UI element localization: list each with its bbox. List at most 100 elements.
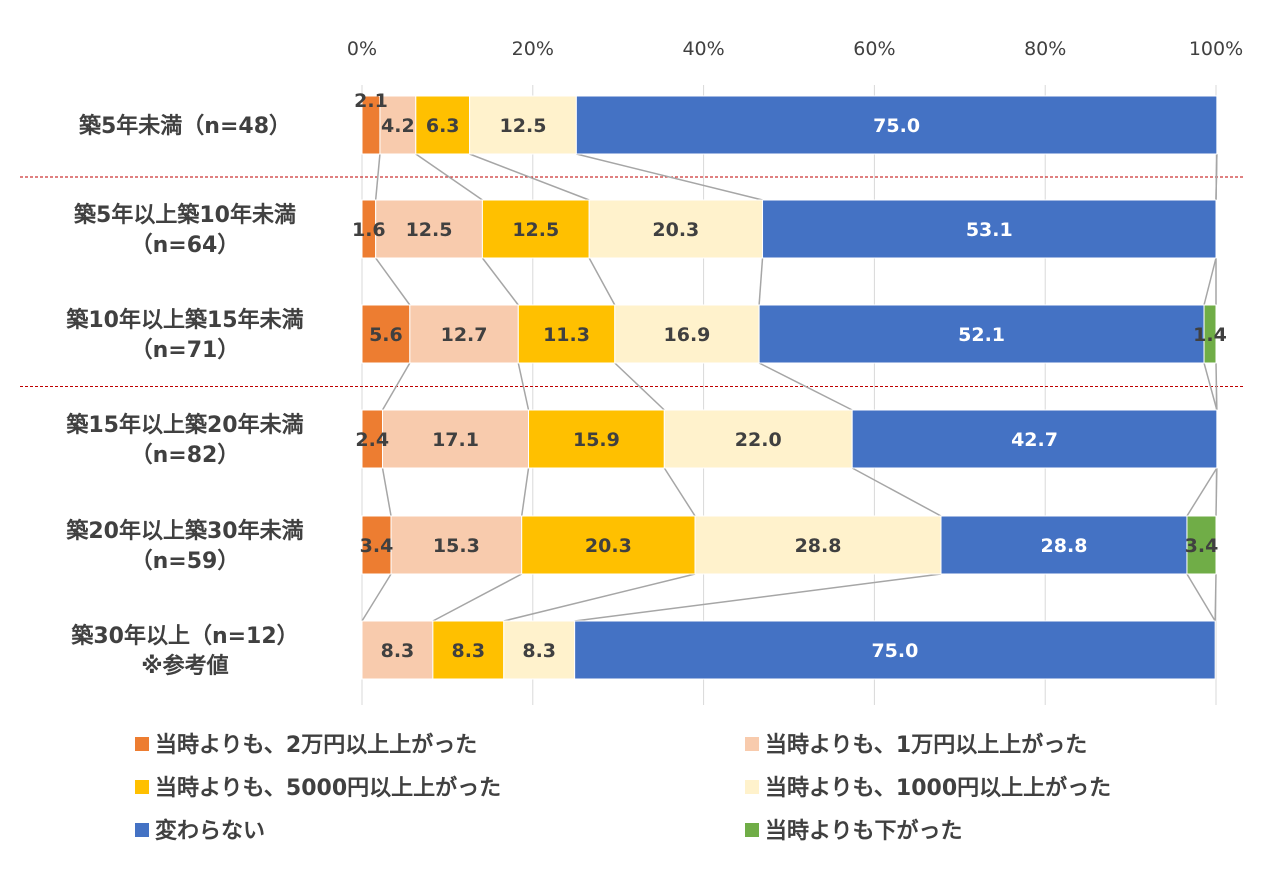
series-line: [758, 257, 764, 306]
bar-segment: [361, 304, 411, 364]
series-line: [1203, 257, 1217, 306]
series-line: [1214, 573, 1217, 622]
data-label: 15.3: [433, 535, 480, 557]
x-tick-label: 0%: [347, 38, 377, 60]
series-line: [614, 362, 665, 411]
data-label: 8.3: [451, 640, 485, 662]
series-line: [1186, 467, 1218, 517]
bar-segment: [517, 304, 616, 364]
series-line: [851, 467, 942, 517]
separator-lines: [20, 176, 1245, 387]
data-label: 15.9: [573, 429, 620, 451]
bar-segment: [361, 515, 392, 575]
category-label: 築30年以上（n=12）: [70, 623, 298, 649]
data-label: 12.5: [500, 115, 547, 137]
bar-segment: [361, 620, 434, 680]
legend-swatch: [135, 780, 149, 794]
legend-label: 当時よりも、1万円以上上がった: [765, 732, 1087, 758]
data-label: 53.1: [966, 219, 1013, 241]
data-label: 52.1: [958, 324, 1005, 346]
bar-segment: [940, 515, 1188, 575]
data-label: 3.4: [360, 535, 394, 557]
data-label: 11.3: [543, 324, 590, 346]
series-line: [576, 153, 763, 201]
x-tick-label: 40%: [682, 38, 724, 60]
series-line: [432, 573, 523, 622]
gridlines: [361, 85, 1217, 705]
legend-label: 当時よりも、5000円以上上がった: [155, 775, 501, 801]
data-label: 28.8: [1041, 535, 1088, 557]
bar-segment: [1186, 515, 1217, 575]
bar-segment: [614, 304, 760, 364]
category-label: 築10年以上築15年未満: [65, 307, 303, 333]
category-label: 築5年未満（n=48）: [78, 113, 291, 139]
legend-swatch: [135, 823, 149, 837]
data-label: 22.0: [735, 429, 782, 451]
data-label: 3.4: [1185, 535, 1219, 557]
category-labels: 築5年未満（n=48） 築5年以上築10年未満 （n=64） 築10年以上築15年未満…: [65, 113, 303, 679]
data-label: 12.7: [441, 324, 488, 346]
data-label: 2.1: [354, 90, 388, 112]
category-label: （n=64）: [131, 233, 240, 258]
data-label: 12.5: [406, 219, 453, 241]
bar-segment: [694, 515, 942, 575]
data-label: 20.3: [585, 535, 632, 557]
bar-segment: [409, 304, 519, 364]
data-label: 8.3: [381, 640, 415, 662]
series-line: [1186, 573, 1216, 622]
series-line: [663, 467, 696, 517]
legend-label: 当時よりも下がった: [765, 818, 963, 844]
legend-label: 当時よりも、1000円以上上がった: [765, 775, 1111, 801]
legend-swatch: [745, 823, 759, 837]
data-label: 16.9: [664, 324, 711, 346]
series-line: [588, 257, 616, 306]
category-label: （n=59）: [131, 549, 240, 574]
bar-segment: [469, 95, 577, 155]
legend-swatch: [135, 737, 149, 751]
series-line: [1215, 153, 1218, 201]
bar-segment: [415, 95, 471, 155]
category-label: 築20年以上築30年未満: [65, 518, 303, 544]
bar-segment: [574, 620, 1216, 680]
legend-label: 変わらない: [155, 818, 265, 844]
bar-segment: [758, 304, 1205, 364]
category-label: 築5年以上築10年未満: [73, 202, 296, 228]
series-line: [469, 153, 590, 201]
x-tick-label: 60%: [853, 38, 895, 60]
bar-segment: [663, 409, 853, 469]
data-label: 17.1: [432, 429, 479, 451]
series-line: [381, 467, 392, 517]
bar-segment: [851, 409, 1218, 469]
bar-segment: [390, 515, 523, 575]
series-line: [1215, 362, 1218, 411]
series-line: [503, 573, 696, 622]
series-connector-lines: [361, 153, 1218, 622]
series-line: [520, 467, 530, 517]
data-label: 4.2: [381, 115, 415, 137]
data-label: 1.6: [352, 219, 386, 241]
bar-segment: [379, 95, 417, 155]
bar-segment: [481, 199, 590, 259]
bar-segment: [528, 409, 665, 469]
x-axis-ticks: 0% 20% 40% 60% 80% 100%: [347, 38, 1243, 60]
data-label: 20.3: [652, 219, 699, 241]
series-line: [1215, 467, 1218, 517]
data-label: 75.0: [873, 115, 920, 137]
series-line: [415, 153, 483, 201]
data-label: 6.3: [426, 115, 460, 137]
series-line: [758, 362, 853, 411]
series-line: [574, 573, 942, 622]
category-label: 築15年以上築20年未満: [65, 412, 303, 438]
series-line: [1203, 362, 1218, 411]
bar-segment: [432, 620, 505, 680]
series-line: [374, 153, 381, 201]
data-label: 2.4: [355, 429, 389, 451]
series-line: [517, 362, 530, 411]
bar-segment: [503, 620, 576, 680]
bar-segment: [1203, 304, 1217, 364]
series-line: [361, 573, 392, 622]
data-label: 75.0: [871, 640, 918, 662]
x-tick-label: 20%: [512, 38, 554, 60]
bars: [361, 95, 1218, 680]
